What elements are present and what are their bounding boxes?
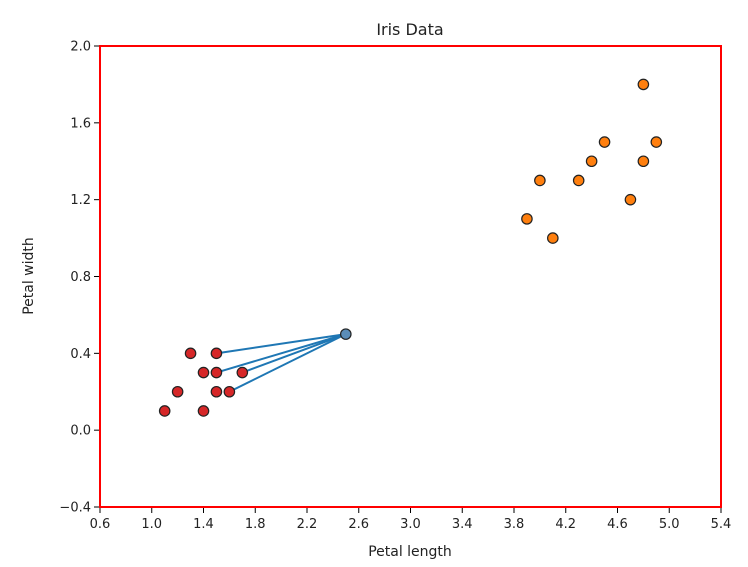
data-point bbox=[210, 385, 223, 398]
y-tick-label: −0.4 bbox=[59, 501, 91, 516]
data-point bbox=[210, 347, 223, 360]
data-point bbox=[585, 155, 598, 168]
data-point bbox=[236, 366, 249, 379]
x-tick-label: 1.4 bbox=[193, 517, 214, 532]
y-tick-label: 0.8 bbox=[70, 270, 91, 285]
data-point bbox=[197, 366, 210, 379]
x-tick-label: 3.8 bbox=[504, 517, 525, 532]
data-point bbox=[624, 193, 637, 206]
x-tick-label: 3.4 bbox=[452, 517, 473, 532]
x-tick-label: 0.6 bbox=[90, 517, 111, 532]
data-points bbox=[158, 78, 663, 417]
neighbor-lines bbox=[216, 333, 347, 393]
x-tick-label: 5.4 bbox=[711, 517, 732, 532]
x-tick-label: 1.0 bbox=[141, 517, 162, 532]
y-tick-label: 0.0 bbox=[70, 424, 91, 439]
y-tick-label: 2.0 bbox=[70, 40, 91, 55]
y-axis-ticks: −0.4 0.0 0.4 0.8 1.2 1.6 2.0 bbox=[59, 40, 99, 516]
data-point bbox=[547, 232, 559, 244]
plot-frame bbox=[99, 45, 722, 508]
neighbor-line bbox=[241, 333, 347, 374]
data-point bbox=[158, 405, 171, 417]
data-point bbox=[534, 174, 546, 187]
chart-title: Iris Data bbox=[376, 20, 443, 39]
x-tick-label: 4.2 bbox=[555, 517, 576, 532]
neighbor-line bbox=[228, 333, 347, 393]
x-tick-label: 3.0 bbox=[400, 517, 421, 532]
y-axis-label: Petal width bbox=[21, 237, 37, 315]
x-axis-label: Petal length bbox=[368, 544, 452, 560]
y-tick-label: 1.2 bbox=[70, 193, 91, 208]
x-axis-ticks: 0.6 1.0 1.4 1.8 2.2 2.6 3.0 3.4 3.8 4.2 4.6 5.0 5.4 bbox=[90, 508, 732, 532]
data-point bbox=[637, 155, 650, 168]
data-point bbox=[572, 174, 585, 187]
x-tick-label: 5.0 bbox=[659, 517, 680, 532]
data-point bbox=[598, 136, 611, 148]
x-tick-label: 1.8 bbox=[245, 517, 266, 532]
data-point bbox=[223, 385, 236, 398]
y-tick-label: 1.6 bbox=[70, 116, 91, 131]
x-tick-label: 4.6 bbox=[607, 517, 628, 532]
data-point bbox=[210, 366, 223, 379]
x-tick-label: 2.2 bbox=[297, 517, 318, 532]
y-tick-label: 0.4 bbox=[70, 347, 91, 362]
data-point bbox=[171, 385, 184, 398]
query-point bbox=[340, 328, 352, 340]
data-point bbox=[197, 405, 210, 417]
data-point bbox=[637, 78, 650, 91]
data-point bbox=[184, 347, 197, 360]
data-point bbox=[521, 213, 533, 225]
x-tick-label: 2.6 bbox=[348, 517, 369, 532]
data-point bbox=[650, 136, 663, 148]
neighbor-line bbox=[216, 333, 347, 374]
neighbor-line bbox=[216, 333, 346, 355]
